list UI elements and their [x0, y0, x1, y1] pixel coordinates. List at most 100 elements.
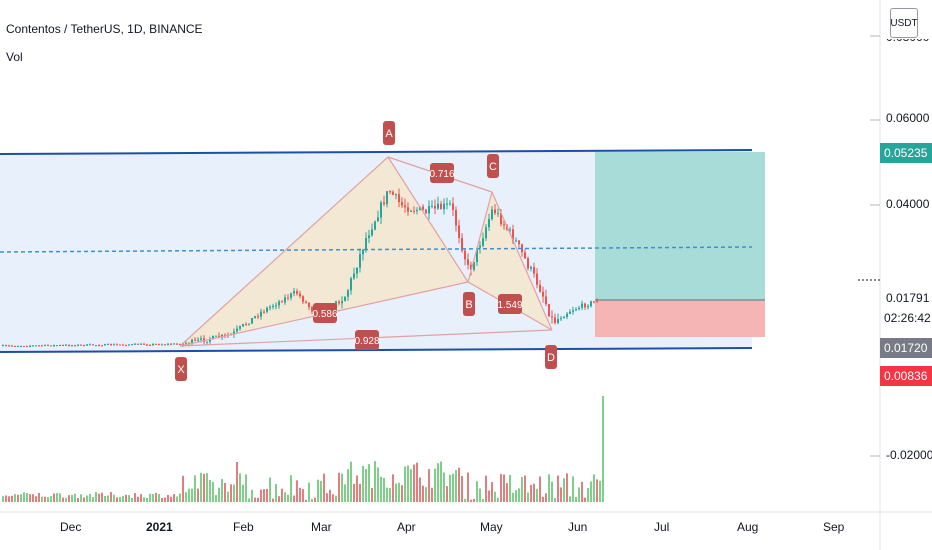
- volume-bar: [248, 498, 250, 502]
- candle-body: [356, 267, 358, 274]
- candle-body: [245, 324, 247, 326]
- volume-bar: [341, 473, 343, 502]
- time-label: Aug: [737, 520, 759, 534]
- volume-legend[interactable]: Vol: [6, 50, 23, 64]
- time-label: May: [480, 520, 503, 534]
- volume-bar: [59, 493, 61, 502]
- candle-body: [224, 334, 226, 336]
- currency-button[interactable]: USDT: [890, 8, 918, 38]
- volume-bar: [305, 499, 307, 502]
- candle-body: [581, 303, 583, 308]
- volume-bar: [353, 483, 355, 502]
- volume-bar: [176, 496, 178, 502]
- volume-bar: [200, 472, 202, 502]
- candle-body: [266, 307, 268, 312]
- candle-body: [533, 267, 535, 274]
- volume-bar: [101, 492, 103, 502]
- candle-body: [101, 345, 103, 347]
- ratio-badge: 0.716: [429, 163, 455, 183]
- candle-body: [212, 335, 214, 340]
- time-label: Feb: [233, 520, 254, 534]
- candle-body: [488, 219, 490, 228]
- volume-bar: [458, 467, 460, 502]
- volume-bar: [323, 473, 325, 502]
- candle-body: [458, 225, 460, 238]
- candle-body: [512, 229, 514, 242]
- volume-bar: [404, 466, 406, 502]
- volume-bar: [410, 469, 412, 502]
- volume-bar: [461, 476, 463, 502]
- candle-body: [287, 297, 289, 299]
- volume-bar: [395, 483, 397, 502]
- volume-bar: [113, 494, 115, 502]
- volume-bar: [512, 492, 514, 502]
- volume-bar: [2, 496, 4, 502]
- volume-bar: [266, 488, 268, 502]
- candle-body: [359, 254, 361, 268]
- ratio-badge-bg: [430, 163, 454, 183]
- volume-bar: [269, 477, 271, 502]
- pattern-point-badge: [463, 292, 475, 316]
- time-label: 2021: [146, 520, 173, 534]
- volume-bar: [11, 495, 13, 502]
- volume-bar: [161, 497, 163, 502]
- candle-body: [53, 345, 55, 347]
- volume-bar: [77, 497, 79, 502]
- volume-bar: [569, 496, 571, 502]
- volume-bar: [563, 478, 565, 502]
- candle-body: [290, 293, 292, 298]
- candle-body: [401, 202, 403, 206]
- volume-bar: [401, 485, 403, 502]
- candle-body: [209, 339, 211, 342]
- candle-body: [590, 301, 592, 307]
- candle-body: [296, 291, 298, 294]
- candle-body: [347, 290, 349, 297]
- volume-bar: [467, 472, 469, 502]
- candle-body: [293, 291, 295, 294]
- candle-body: [113, 344, 115, 346]
- candle-body: [410, 210, 412, 212]
- volume-bar: [368, 464, 370, 502]
- candle-body: [104, 344, 106, 346]
- symbol-title[interactable]: Contentos / TetherUS, 1D, BINANCE: [6, 22, 203, 36]
- volume-bar: [116, 497, 118, 502]
- volume-bar: [227, 491, 229, 502]
- volume-bar: [212, 481, 214, 502]
- volume-bar: [119, 496, 121, 502]
- candle-body: [389, 191, 391, 193]
- volume-bar: [524, 475, 526, 502]
- pattern-point-x: X: [175, 357, 187, 381]
- volume-bar: [278, 496, 280, 502]
- pattern-leg: [179, 156, 389, 347]
- candle-body: [491, 209, 493, 220]
- pattern-point-label: C: [489, 161, 497, 173]
- volume-bar: [137, 496, 139, 502]
- volume-bar: [290, 475, 292, 502]
- volume-bar: [491, 482, 493, 502]
- pattern-point-label: A: [385, 128, 393, 140]
- volume-bar: [170, 496, 172, 502]
- candle-body: [116, 344, 118, 346]
- candle-body: [17, 346, 19, 348]
- pattern-point-badge: [545, 345, 557, 369]
- volume-bar: [8, 496, 10, 502]
- candle-body: [443, 203, 445, 210]
- candle-body: [254, 316, 256, 318]
- volume-bar: [167, 494, 169, 502]
- volume-bar: [110, 492, 112, 502]
- time-label: Mar: [311, 520, 332, 534]
- volume-bar: [446, 486, 448, 502]
- candle-body: [542, 291, 544, 297]
- volume-bar: [365, 469, 367, 502]
- candle-body: [134, 343, 136, 345]
- volume-bar: [392, 474, 394, 502]
- candle-body: [350, 278, 352, 291]
- volume-bar: [233, 484, 235, 502]
- volume-bar: [68, 495, 70, 502]
- candle-body: [32, 345, 34, 347]
- candle-body: [59, 345, 61, 347]
- volume-bar: [539, 476, 541, 502]
- volume-bar: [50, 496, 52, 502]
- volume-bar: [95, 492, 97, 502]
